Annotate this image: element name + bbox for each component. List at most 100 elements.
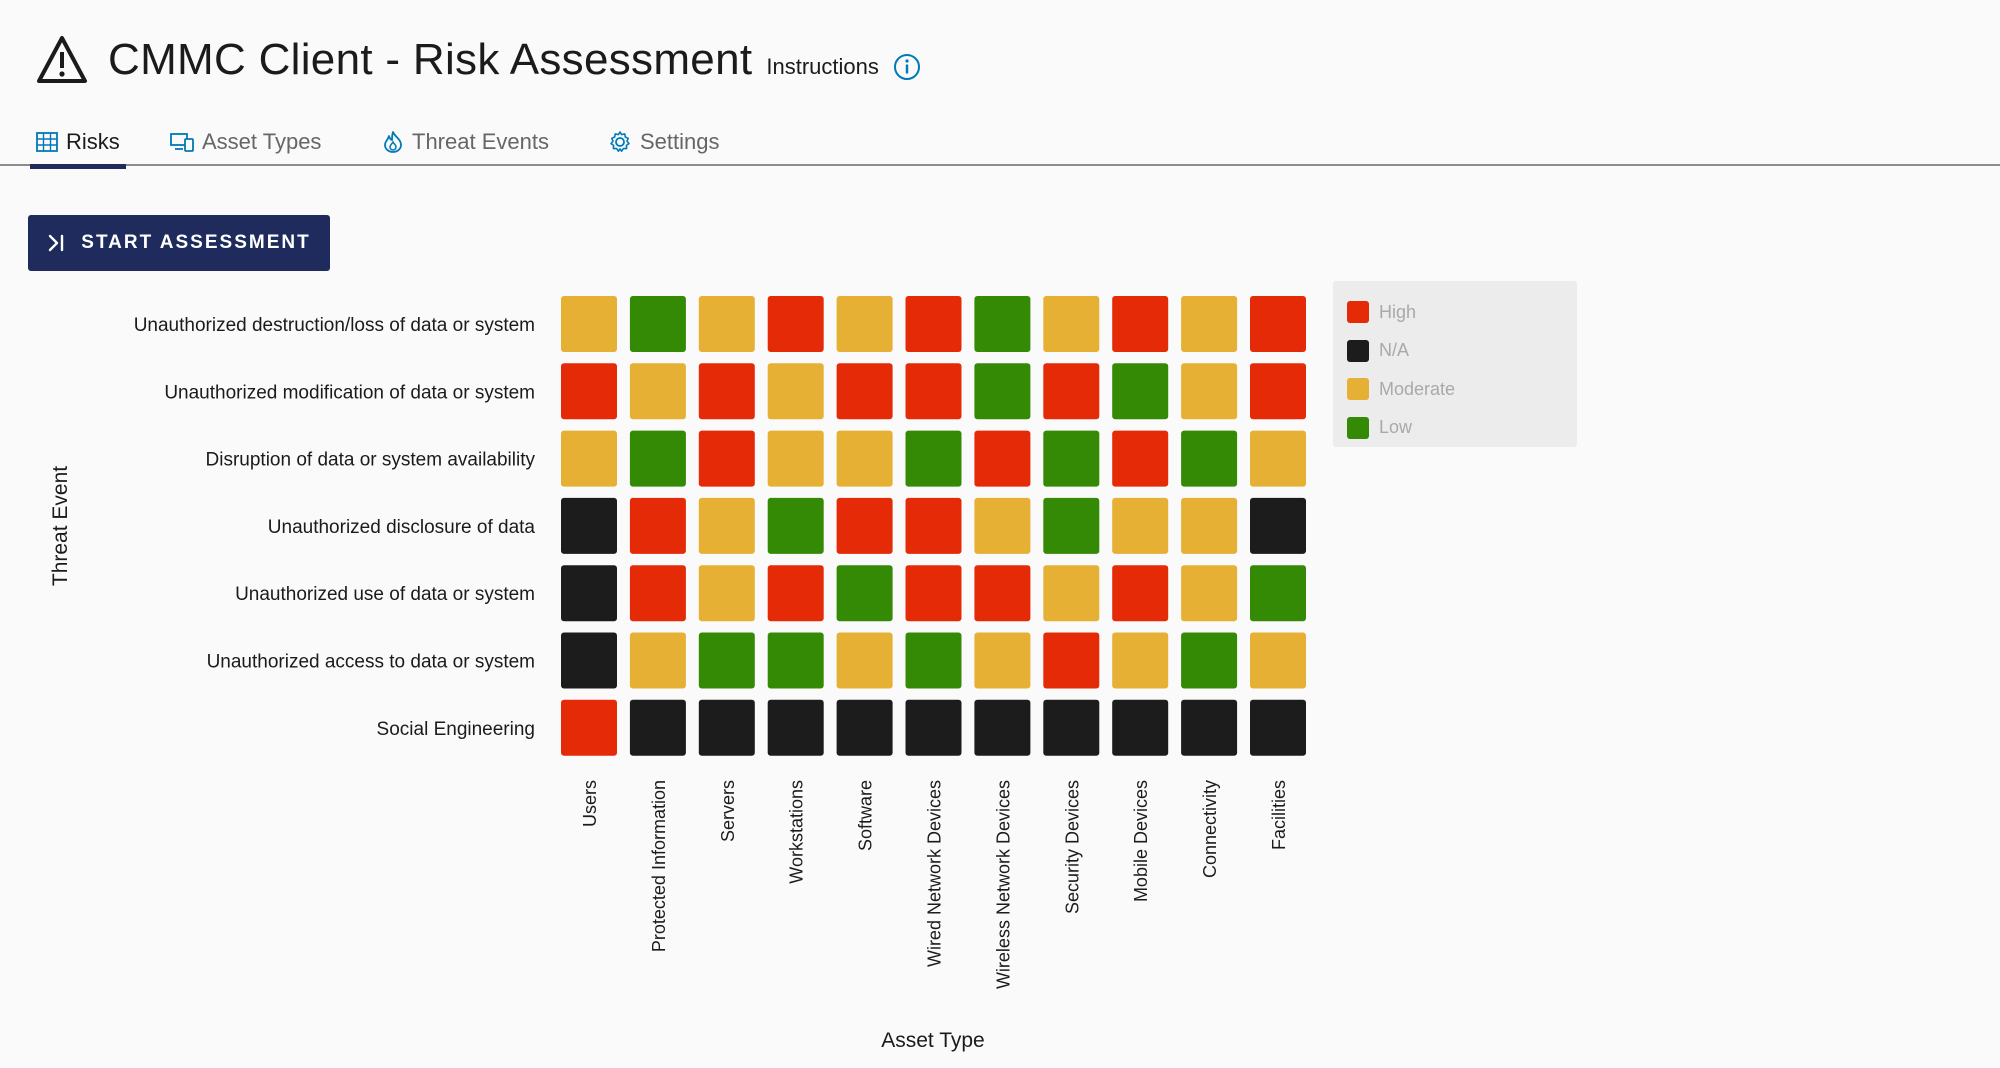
heatmap-cell[interactable] — [905, 699, 962, 756]
heatmap-cell[interactable] — [1181, 296, 1238, 352]
heatmap-cell[interactable] — [1112, 632, 1169, 689]
heatmap-cell[interactable] — [905, 497, 962, 554]
heatmap-cell[interactable] — [698, 699, 755, 756]
info-icon[interactable] — [893, 53, 921, 81]
heatmap-cell[interactable] — [974, 430, 1031, 487]
heatmap-cell[interactable] — [974, 363, 1031, 420]
legend-item[interactable]: Low — [1347, 409, 1563, 448]
heatmap-cell[interactable] — [629, 430, 686, 487]
heatmap-cell[interactable] — [698, 497, 755, 554]
legend-item[interactable]: N/A — [1347, 332, 1563, 371]
row-label: Social Engineering — [377, 719, 535, 740]
heatmap-cell[interactable] — [1112, 699, 1169, 756]
heatmap-cell[interactable] — [767, 497, 824, 554]
heatmap-cell[interactable] — [767, 565, 824, 622]
heatmap-cell[interactable] — [629, 363, 686, 420]
tab-asset-types[interactable]: Asset Types — [170, 118, 321, 166]
heatmap-cell[interactable] — [1043, 565, 1100, 622]
heatmap-cell[interactable] — [698, 632, 755, 689]
column-label: Wireless Network Devices — [993, 780, 1013, 989]
heatmap-cell[interactable] — [1112, 296, 1169, 352]
heatmap-cell[interactable] — [561, 565, 617, 622]
tab-risks[interactable]: Risks — [30, 118, 126, 169]
heatmap-cell[interactable] — [561, 632, 617, 689]
heatmap-cell[interactable] — [698, 430, 755, 487]
heatmap-cell[interactable] — [1181, 632, 1238, 689]
heatmap-cell[interactable] — [1181, 699, 1238, 756]
tab-threat-events-label: Threat Events — [412, 129, 549, 154]
heatmap-cell[interactable] — [836, 430, 893, 487]
instructions-label: Instructions — [766, 54, 879, 79]
heatmap-cell[interactable] — [1181, 363, 1238, 420]
heatmap-cell[interactable] — [1181, 497, 1238, 554]
heatmap-cell[interactable] — [1250, 565, 1306, 622]
row-label: Unauthorized modification of data or sys… — [164, 382, 535, 403]
heatmap-cell[interactable] — [974, 632, 1031, 689]
heatmap-cell[interactable] — [1250, 699, 1306, 756]
row-label: Unauthorized use of data or system — [235, 584, 535, 605]
tab-risks-label: Risks — [66, 129, 120, 154]
start-assessment-button[interactable]: START ASSESSMENT — [28, 215, 330, 271]
tab-settings[interactable]: Settings — [608, 118, 720, 166]
heatmap-cell[interactable] — [561, 699, 617, 756]
heatmap-cell[interactable] — [1112, 363, 1169, 420]
heatmap-cell[interactable] — [1250, 632, 1306, 689]
heatmap-cell[interactable] — [1112, 565, 1169, 622]
heatmap-cell[interactable] — [561, 363, 617, 420]
heatmap-cell[interactable] — [905, 565, 962, 622]
heatmap-cell[interactable] — [1250, 497, 1306, 554]
heatmap-cell[interactable] — [1043, 497, 1100, 554]
heatmap-cell[interactable] — [1112, 497, 1169, 554]
heatmap-cell[interactable] — [629, 699, 686, 756]
heatmap-cell[interactable] — [1181, 430, 1238, 487]
heatmap-cell[interactable] — [1043, 296, 1100, 352]
heatmap-cell[interactable] — [836, 699, 893, 756]
heatmap-cell[interactable] — [1250, 363, 1306, 420]
heatmap-cell[interactable] — [629, 296, 686, 352]
legend-item[interactable]: Moderate — [1347, 370, 1563, 409]
heatmap-cell[interactable] — [836, 296, 893, 352]
tab-settings-label: Settings — [640, 129, 720, 154]
heatmap-cell[interactable] — [561, 497, 617, 554]
heatmap-cell[interactable] — [974, 497, 1031, 554]
heatmap-cell[interactable] — [974, 296, 1031, 352]
fire-icon — [384, 131, 402, 153]
heatmap-cell[interactable] — [629, 497, 686, 554]
heatmap-cell[interactable] — [1043, 632, 1100, 689]
tab-threat-events[interactable]: Threat Events — [382, 118, 549, 166]
heatmap-cell[interactable] — [767, 632, 824, 689]
heatmap-cell[interactable] — [767, 296, 824, 352]
heatmap-cell[interactable] — [698, 363, 755, 420]
heatmap-cell[interactable] — [629, 565, 686, 622]
heatmap-cell[interactable] — [629, 632, 686, 689]
heatmap-cell[interactable] — [905, 632, 962, 689]
heatmap-cell[interactable] — [1112, 430, 1169, 487]
heatmap-cell[interactable] — [836, 497, 893, 554]
heatmap-cell[interactable] — [767, 430, 824, 487]
heatmap-cell[interactable] — [1043, 430, 1100, 487]
heatmap-cell[interactable] — [1043, 363, 1100, 420]
heatmap-cell[interactable] — [974, 565, 1031, 622]
legend-item[interactable]: High — [1347, 293, 1563, 332]
heatmap-cell[interactable] — [1250, 296, 1306, 352]
heatmap-cell[interactable] — [836, 363, 893, 420]
legend-swatch — [1347, 339, 1369, 362]
heatmap-cell[interactable] — [836, 565, 893, 622]
heatmap-cell[interactable] — [698, 296, 755, 352]
heatmap-cell[interactable] — [767, 363, 824, 420]
heatmap-cell[interactable] — [905, 363, 962, 420]
heatmap-cell[interactable] — [1181, 565, 1238, 622]
heatmap-cell[interactable] — [561, 430, 617, 487]
heatmap-cell[interactable] — [698, 565, 755, 622]
heatmap-cell[interactable] — [836, 632, 893, 689]
heatmap-cell[interactable] — [1250, 430, 1306, 487]
heatmap-cell[interactable] — [561, 296, 617, 352]
column-label: Workstations — [787, 780, 807, 884]
heatmap-cell[interactable] — [905, 430, 962, 487]
heatmap-cell[interactable] — [1043, 699, 1100, 756]
column-label: Mobile Devices — [1131, 780, 1151, 902]
heatmap-cell[interactable] — [905, 296, 962, 352]
heatmap-cell[interactable] — [767, 699, 824, 756]
heatmap-cell[interactable] — [974, 699, 1031, 756]
